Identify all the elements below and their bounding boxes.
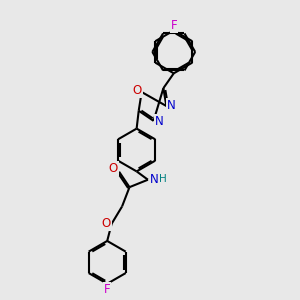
Text: H: H [160, 174, 167, 184]
Text: N: N [154, 115, 163, 128]
Text: N: N [167, 99, 176, 112]
Text: O: O [133, 84, 142, 97]
Text: N: N [150, 173, 159, 186]
Text: F: F [104, 283, 110, 296]
Text: O: O [109, 162, 118, 175]
Text: F: F [170, 19, 177, 32]
Text: O: O [102, 217, 111, 230]
